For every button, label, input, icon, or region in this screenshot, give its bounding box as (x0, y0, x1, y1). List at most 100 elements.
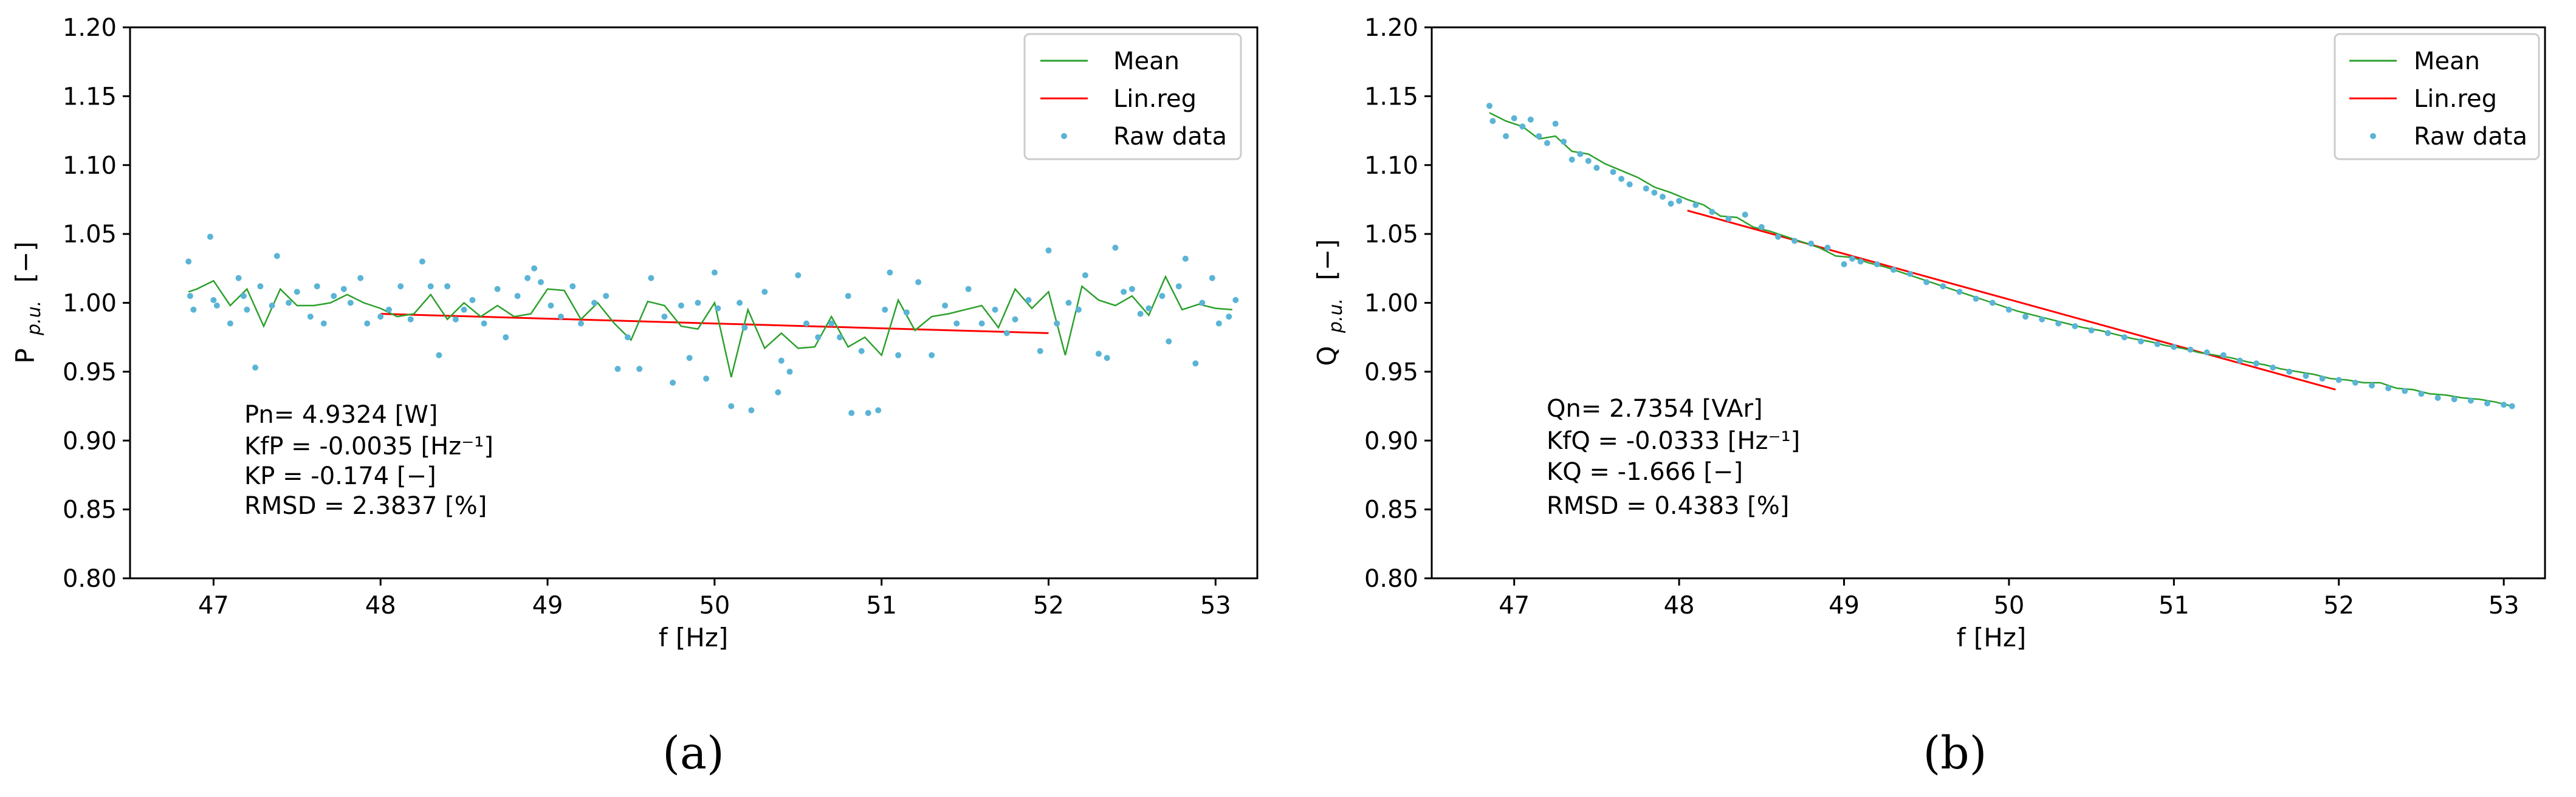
panel-a-raw-point (269, 303, 275, 309)
panel-a-raw-point (775, 389, 781, 395)
svg-text:Q p.u. [−]: Q p.u. [−] (1312, 239, 1348, 366)
panel-a-linreg-line (380, 313, 1049, 334)
panel-a-raw-point (703, 375, 710, 382)
panel-a-raw-point (591, 299, 597, 306)
panel-a-raw-point (1003, 330, 1010, 337)
panel-a-y-tick-label-1.00: 1.00 (63, 290, 117, 318)
panel-a-raw-point (481, 320, 487, 327)
panel-a-plot-frame (129, 26, 1259, 580)
panel-a-raw-point (1159, 293, 1166, 299)
panel-a-raw-point (397, 283, 404, 290)
panel-a-y-tick-label-1.15: 1.15 (63, 83, 117, 111)
panel-b-y-tick-label-0.95: 0.95 (1364, 358, 1418, 386)
panel-a-raw-point (942, 303, 949, 309)
panel-a-y-axis-label: P p.u. [−] (10, 241, 45, 363)
panel-b-raw-point (1577, 151, 1584, 157)
panel-b-raw-point (1626, 181, 1633, 188)
panel-a-raw-point (1095, 351, 1102, 357)
panel-b-raw-point (2022, 313, 2029, 320)
panel-a-raw-point (503, 334, 509, 341)
panel-b-raw-point (1956, 289, 1963, 295)
panel-a-raw-point (728, 403, 735, 409)
panel-a-y-tick-label-0.85: 0.85 (63, 496, 117, 524)
panel-b-raw-point (2451, 396, 2458, 403)
panel-b-y-label-unit: [−] (1312, 239, 1342, 281)
panel-a-raw-point (1065, 299, 1072, 306)
panel-a-raw-point (715, 305, 721, 312)
panel-b-raw-point (2005, 306, 2012, 313)
panel-b-x-tick-label-48: 48 (1664, 592, 1695, 620)
panel-b-raw-point (1907, 270, 1914, 277)
panel-b-raw-point (1742, 211, 1748, 218)
panel-b-raw-point (1489, 118, 1496, 125)
panel-b-y-label-main: Q (1312, 346, 1342, 366)
panel-a-raw-point (815, 334, 822, 341)
panel-a-raw-point (1232, 297, 1239, 303)
panel-b-raw-point (1618, 176, 1625, 182)
panel-a-raw-point (1209, 275, 1215, 281)
panel-b-raw-point (1791, 238, 1798, 244)
panel-b-raw-point (1874, 261, 1880, 267)
panel-a-raw-point (252, 364, 259, 371)
panel-a-x-tick-label-47: 47 (198, 592, 229, 620)
panel-b-legend-mean-label: Mean (2414, 47, 2480, 75)
panel-b-raw-point (1544, 140, 1550, 146)
panel-a-raw-point (1199, 299, 1206, 306)
panel-a-legend-linreg-label: Lin.reg (1113, 85, 1197, 113)
panel-a-raw-point (1082, 272, 1088, 279)
panel-b-ticks: 47 48 49 50 51 52 53 0.80 0.85 0.90 0.95 1.00 1.05 1.… (1364, 14, 2519, 620)
panel-a-raw-point (828, 320, 835, 327)
panel-a-raw-point (778, 357, 785, 364)
panel-b-raw-point (1692, 202, 1699, 208)
panel-a-y-label-sub: p.u. (24, 301, 45, 336)
panel-a-y-tick-label-1.20: 1.20 (63, 14, 117, 42)
panel-b-raw-point (1841, 261, 1847, 267)
panel-b-raw-point (2203, 349, 2210, 356)
panel-a-raw-point (603, 293, 610, 299)
panel-b-raw-point (1610, 169, 1616, 176)
panel-b-raw-point (2187, 346, 2194, 353)
panel-b-legend-linreg-label: Lin.reg (2414, 85, 2497, 113)
panel-a-y-tick-label-0.80: 0.80 (63, 565, 117, 593)
panel-b-plot-frame (1431, 26, 2546, 580)
panel-a-raw-point (1037, 347, 1043, 354)
panel-b-raw-point (2319, 375, 2326, 382)
panel-b-raw-point (2385, 385, 2392, 392)
panel-a-raw-point (1175, 283, 1182, 290)
panel-b-raw-point (2039, 316, 2045, 323)
panel-a-raw-point (240, 293, 247, 299)
panel-a-legend-raw-label: Raw data (1113, 123, 1227, 151)
panel-a-y-label-unit: [−] (10, 241, 40, 282)
panel-b-annotation: Qn= 2.7354 [VAr] KfQ = -0.0333 [Hz⁻¹] KQ… (1547, 395, 1800, 520)
panel-b-raw-point (1643, 185, 1649, 192)
panel-b-x-tick-label-47: 47 (1499, 592, 1530, 620)
panel-b-raw-point (2369, 382, 2375, 389)
panel-a-raw-point (624, 334, 631, 341)
panel-a-raw-point (1192, 360, 1199, 367)
panel-b-raw-point (1527, 116, 1534, 123)
panel-a-raw-point (347, 299, 354, 306)
panel-b-raw-point (1593, 165, 1600, 171)
panel-a-raw-point (915, 279, 922, 286)
panel-b-raw-point (1849, 255, 1856, 262)
panel-a-linreg-layer (380, 313, 1049, 334)
panel-b-raw-point (1519, 123, 1526, 130)
panel-a-ticks: 47 48 49 50 51 52 53 0.80 0.85 0.90 0.95 1.00 1.05 1.… (63, 14, 1231, 620)
panel-a-raw-point (1012, 316, 1018, 323)
panel-a-x-tick-label-48: 48 (365, 592, 396, 620)
panel-b-y-label-sub: p.u. (1325, 298, 1347, 334)
panel-a-raw-point (929, 352, 935, 358)
panel-a-raw-point (1226, 313, 1232, 320)
panel-a-raw-point (578, 320, 584, 327)
panel-b-raw-point (2303, 372, 2309, 379)
panel-a-raw-point (461, 306, 467, 313)
panel-a-raw-point (548, 303, 554, 309)
panel-a-raw-point (307, 313, 314, 320)
panel-b-raw-point (2072, 323, 2078, 329)
panel-b-raw-point (1923, 279, 1930, 286)
panel-b-y-tick-label-1.15: 1.15 (1364, 83, 1418, 111)
panel-b-annotation-line-3: KQ = -1.666 [−] (1547, 458, 1743, 486)
panel-b-raw-point (1824, 244, 1831, 251)
panel-a-raw-point (207, 233, 213, 240)
panel-a-raw-point (761, 289, 768, 295)
